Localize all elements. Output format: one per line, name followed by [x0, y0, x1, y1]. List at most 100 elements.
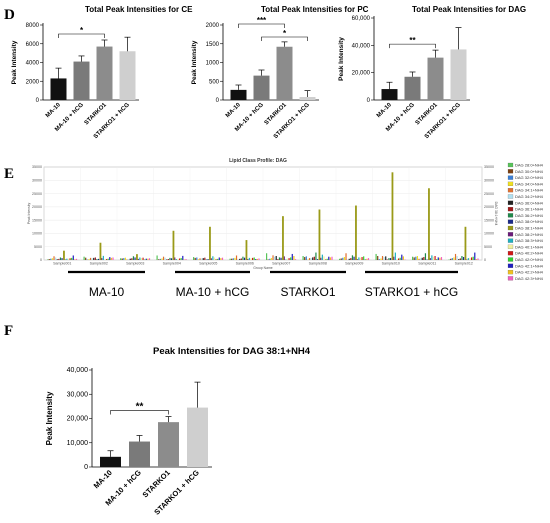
bar-4 [187, 407, 208, 467]
species-bar [269, 258, 271, 260]
species-bar [293, 256, 295, 260]
significance-bracket [58, 33, 105, 38]
species-bar [402, 256, 404, 260]
sample-label: Sample003 [126, 262, 144, 266]
y-tick-label: 8000 [26, 23, 40, 29]
species-bar [129, 258, 131, 260]
species-bar [97, 258, 100, 260]
bar-1 [381, 89, 398, 100]
species-bar [159, 258, 161, 260]
species-bar [380, 258, 382, 260]
species-bar [440, 257, 443, 260]
species-bar [381, 256, 384, 260]
y-tick-label-right: 25000 [484, 192, 494, 196]
species-bar [66, 258, 68, 260]
species-bar [120, 258, 122, 260]
species-bar [394, 252, 396, 260]
species-bar [218, 257, 220, 260]
legend-label: DAG 42:3+NH4 [515, 276, 544, 281]
y-tick-label-left: 5000 [34, 245, 42, 249]
species-bar [399, 257, 401, 260]
legend-label: DAG 42:2+NH4 [515, 270, 544, 275]
bar-1 [50, 78, 67, 100]
species-bar [123, 258, 125, 260]
species-bar [196, 257, 198, 260]
y-tick-label-left: 30000 [32, 178, 42, 182]
legend-label: DAG 36:1+NH4 [515, 207, 544, 212]
species-bar [472, 256, 474, 260]
species-bar [285, 259, 287, 260]
y-tick-label: 0 [36, 98, 40, 104]
species-bar [429, 258, 431, 260]
species-bar [347, 259, 349, 260]
species-bar [450, 258, 452, 260]
species-bar [439, 257, 441, 260]
species-bar [180, 258, 182, 260]
legend-swatch [507, 257, 514, 262]
group-label: MA-10 [89, 285, 125, 299]
category-label: MA-10 [45, 102, 62, 119]
chart-title: Total Peak Intensities for CE [85, 5, 193, 14]
bar-2 [253, 75, 270, 100]
species-bar [474, 252, 476, 260]
legend-swatch [507, 219, 514, 224]
chart-lipid-profile: Lipid Class Profile: DAG 0 0 5000 5000 10000 1… [27, 158, 544, 299]
y-tick-label: 0 [367, 98, 371, 104]
y-tick-label: 20,000 [67, 416, 89, 423]
legend-swatch [507, 188, 514, 193]
sample-label: Sample006 [236, 262, 254, 266]
species-bar [140, 258, 143, 260]
legend-swatch [507, 181, 514, 186]
species-bar [69, 258, 71, 260]
species-bar [55, 257, 57, 260]
sample-label: Sample009 [345, 262, 363, 266]
species-bar [158, 259, 160, 260]
species-bar [454, 253, 457, 260]
dag-38-1-bar [99, 242, 102, 260]
species-bar [437, 257, 439, 260]
species-bar [324, 259, 327, 260]
species-bar [266, 253, 268, 260]
species-bar [453, 257, 455, 260]
species-bar [350, 258, 352, 260]
species-bar [121, 258, 123, 260]
species-bar [197, 259, 200, 260]
chart-title: Peak Intensities for DAG 38:1+NH4 [153, 346, 311, 357]
y-tick-label-right: 0 [484, 258, 486, 262]
sample-label: Sample001 [53, 262, 71, 266]
sample-label: Sample010 [382, 262, 400, 266]
species-bar [343, 257, 346, 260]
species-bar [56, 259, 58, 260]
species-bar [358, 257, 360, 260]
species-bar [50, 258, 52, 260]
species-bar [72, 255, 74, 260]
species-bar [280, 257, 282, 260]
species-bar [232, 258, 234, 260]
species-bar [459, 258, 461, 260]
species-bar [375, 253, 377, 260]
species-bar [53, 256, 55, 260]
species-bar [144, 259, 146, 260]
species-bar [458, 259, 460, 260]
y-tick-label: 1000 [206, 61, 220, 67]
legend-swatch [507, 213, 514, 218]
species-bar [475, 259, 477, 260]
y-tick-label-right: 5000 [484, 245, 492, 249]
category-label: STARKO1 [415, 102, 440, 127]
species-bar [61, 258, 63, 260]
species-bar [366, 258, 368, 260]
species-bar [286, 258, 289, 260]
y-tick-label: 20,000 [352, 71, 371, 77]
species-bar [199, 258, 201, 260]
species-bar [359, 257, 362, 260]
species-bar [94, 257, 96, 260]
species-bar [416, 256, 419, 260]
species-bar [210, 258, 212, 260]
dag-38-1-bar [172, 230, 175, 260]
species-bar [393, 256, 395, 260]
species-bar [415, 256, 417, 260]
species-bar [378, 259, 380, 260]
species-bar [255, 259, 257, 260]
significance-label: * [80, 26, 84, 35]
species-bar [412, 256, 414, 260]
